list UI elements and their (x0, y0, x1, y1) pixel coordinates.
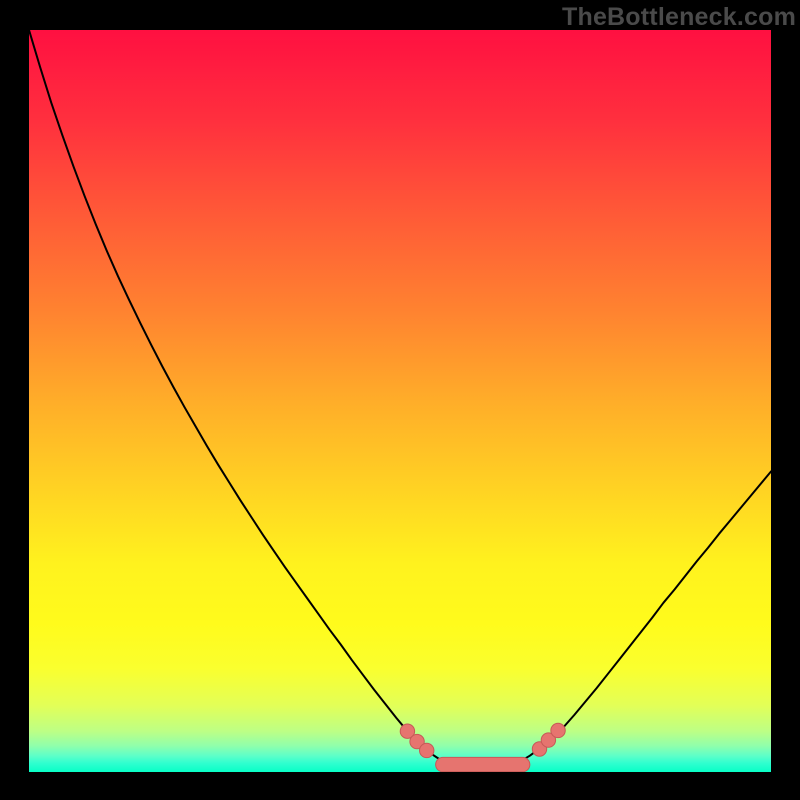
chart-frame (29, 30, 771, 772)
optimal-range-bar (436, 757, 530, 771)
chart-svg (29, 30, 771, 772)
curve-marker (420, 743, 434, 757)
chart-background (29, 30, 771, 772)
watermark-text: TheBottleneck.com (562, 3, 796, 32)
curve-marker (551, 723, 565, 737)
